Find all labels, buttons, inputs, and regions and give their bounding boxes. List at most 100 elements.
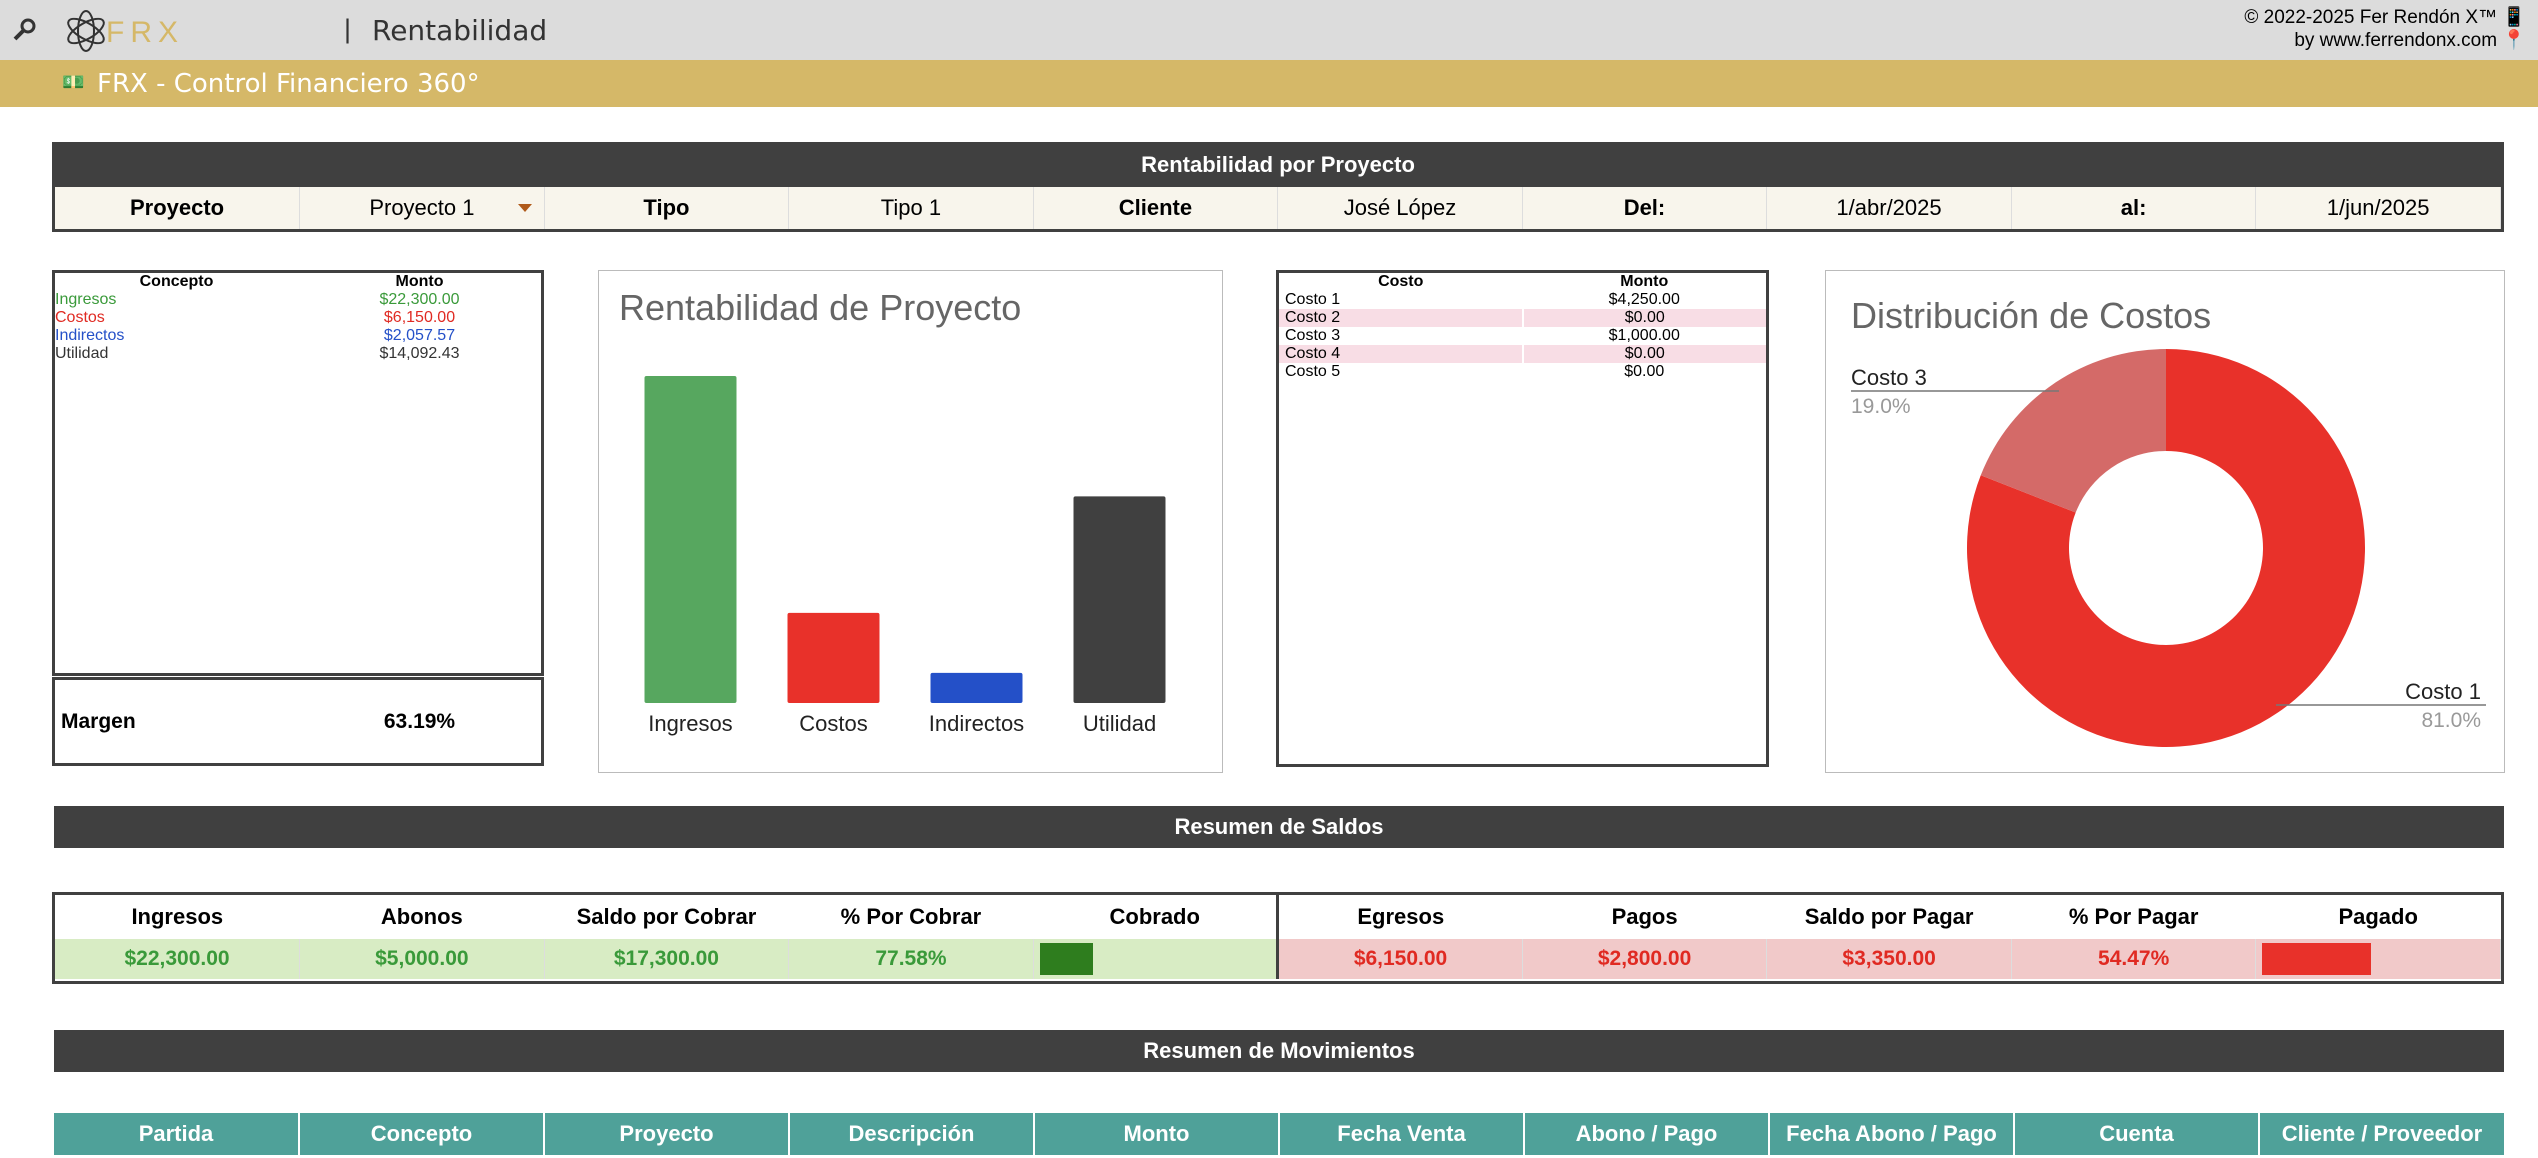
project-header-title: Rentabilidad por Proyecto: [52, 142, 2504, 187]
donut-chart: Costo 1 81.0% Costo 3 19.0%: [1851, 349, 2486, 747]
balance-header: % Por Cobrar: [840, 904, 982, 929]
bar-chart: Ingresos Costos Indirectos Utilidad: [644, 376, 1166, 736]
margin-label: Margen: [61, 709, 136, 733]
pagado-progress: [2255, 939, 2501, 979]
cost-label: Costo 1: [1285, 291, 1341, 308]
chart-title: Distribución de Costos: [1851, 295, 2212, 336]
balance-header: % Por Pagar: [2068, 904, 2199, 929]
table-row: Costos $6,150.00: [55, 309, 541, 327]
del-value: 1/abr/2025: [1766, 187, 2012, 229]
movement-header[interactable]: Partida: [54, 1113, 300, 1155]
del-label: Del:: [1522, 187, 1768, 229]
search-icon[interactable]: [12, 16, 38, 42]
receivable-value: $17,300.00: [544, 939, 790, 979]
subtitle-bar: 💵 FRX - Control Financiero 360°: [0, 60, 2538, 107]
x-tick-label: Indirectos: [929, 711, 1024, 736]
movement-header[interactable]: Cliente / Proveedor: [2259, 1113, 2504, 1155]
top-bar: FRX | Rentabilidad © 2022-2025 Fer Rendó…: [0, 0, 2538, 60]
cost-value: $1,000.00: [1608, 327, 1680, 344]
balance-header: Ingresos: [131, 904, 224, 929]
concept-label: Utilidad: [55, 345, 109, 362]
balance-header: Saldo por Cobrar: [576, 904, 757, 929]
movements-title: Resumen de Movimientos: [54, 1030, 2504, 1072]
concept-col-header: Concepto: [139, 273, 214, 290]
al-label: al:: [2011, 187, 2257, 229]
movement-header[interactable]: Monto: [1034, 1113, 1280, 1155]
cost-value: $0.00: [1624, 363, 1665, 380]
movement-header[interactable]: Abono / Pago: [1524, 1113, 1770, 1155]
movements-table: Partida Concepto Proyecto Descripción Mo…: [54, 1113, 2504, 1155]
cost-label: Costo 4: [1279, 345, 1524, 363]
receivable-value: $22,300.00: [55, 939, 301, 979]
pie-label: Costo 3: [1851, 365, 1927, 390]
profit-chart-panel: Rentabilidad de Proyecto Ingresos Costos I…: [598, 270, 1223, 773]
money-icon: 💵: [62, 72, 85, 92]
balances-title: Resumen de Saldos: [54, 806, 2504, 848]
bar-indirectos: [930, 672, 1023, 703]
byline-link[interactable]: by www.ferrendonx.com 📍: [2294, 30, 2526, 51]
cobrado-progress: [1033, 939, 1280, 979]
movement-header[interactable]: Fecha Abono / Pago: [1769, 1113, 2015, 1155]
project-filter-row: Proyecto Proyecto 1 Tipo Tipo 1 Cliente …: [52, 187, 2504, 232]
balance-header: Pagos: [1611, 904, 1678, 929]
page-title: Rentabilidad: [372, 14, 548, 47]
x-tick-label: Ingresos: [648, 711, 732, 736]
concept-value: $22,300.00: [379, 291, 460, 308]
cost-amount-col-header: Monto: [1620, 273, 1669, 290]
proyecto-value: Proyecto 1: [369, 195, 475, 220]
logo-text: FRX: [106, 16, 184, 49]
balance-header: Saldo por Pagar: [1804, 904, 1974, 929]
balance-header: Pagado: [2338, 904, 2418, 929]
payable-value: $6,150.00: [1277, 939, 1523, 979]
amount-col-header: Monto: [395, 273, 444, 290]
receivable-value: $5,000.00: [299, 939, 545, 979]
cost-value: $0.00: [1624, 345, 1665, 362]
slice-costo-3: [1980, 349, 2166, 513]
table-row: Ingresos $22,300.00: [55, 291, 541, 309]
concept-label: Costos: [55, 309, 105, 326]
concept-value: $14,092.43: [379, 345, 460, 362]
cost-distribution-panel: Distribución de Costos Costo 1 81.0% Costo…: [1825, 270, 2505, 773]
balances-table: Ingresos Abonos Saldo por Cobrar % Por C…: [52, 892, 2504, 984]
table-row: Costo 5 $0.00: [1279, 363, 1766, 381]
chevron-down-icon[interactable]: [517, 204, 532, 212]
x-tick-label: Costos: [799, 711, 867, 736]
concept-table: Concepto Monto Ingresos $22,300.00 Costos…: [52, 270, 544, 676]
x-tick-label: Utilidad: [1083, 711, 1156, 736]
proyecto-label: Proyecto: [55, 187, 301, 229]
cost-label: Costo 5: [1285, 363, 1341, 380]
balance-header: Abonos: [380, 904, 463, 929]
movement-header[interactable]: Fecha Venta: [1279, 1113, 1525, 1155]
margin-box: Margen 63.19%: [52, 677, 544, 766]
concept-label: Ingresos: [55, 291, 117, 308]
cliente-label: Cliente: [1033, 187, 1279, 229]
cost-col-header: Costo: [1378, 273, 1424, 290]
proyecto-dropdown[interactable]: Proyecto 1: [299, 187, 545, 229]
pie-label: Costo 1: [2405, 679, 2481, 704]
table-row: Costo 3 $1,000.00: [1279, 327, 1766, 345]
chart-title: Rentabilidad de Proyecto: [619, 287, 1022, 328]
cost-label: Costo 2: [1279, 309, 1524, 327]
title-separator: |: [344, 14, 352, 44]
frx-logo: FRX: [67, 10, 184, 52]
concept-value: $6,150.00: [383, 309, 456, 326]
slice-costo-1: [1967, 349, 2365, 747]
cobrado-progress-fill: [1039, 943, 1093, 975]
movement-header[interactable]: Descripción: [789, 1113, 1035, 1155]
bar-utilidad: [1073, 496, 1166, 703]
cost-value: $0.00: [1624, 309, 1665, 326]
cost-value: $4,250.00: [1608, 291, 1680, 308]
pie-percent-label: 81.0%: [2421, 709, 2481, 732]
payable-value: $3,350.00: [1766, 939, 2012, 979]
movement-header[interactable]: Cuenta: [2014, 1113, 2260, 1155]
movement-header[interactable]: Concepto: [299, 1113, 545, 1155]
payable-value: 54.47%: [2011, 939, 2257, 979]
movement-header[interactable]: Proyecto: [544, 1113, 790, 1155]
table-row: Costo 2 $0.00: [1279, 309, 1766, 327]
al-value: 1/jun/2025: [2255, 187, 2501, 229]
costs-table: Costo Monto Costo 1 $4,250.00 Costo 2 $0.0…: [1276, 270, 1769, 767]
margin-value: 63.19%: [383, 709, 456, 733]
concept-label: Indirectos: [55, 327, 125, 344]
bar-costos: [787, 612, 880, 703]
balance-header: Cobrado: [1033, 895, 1280, 939]
